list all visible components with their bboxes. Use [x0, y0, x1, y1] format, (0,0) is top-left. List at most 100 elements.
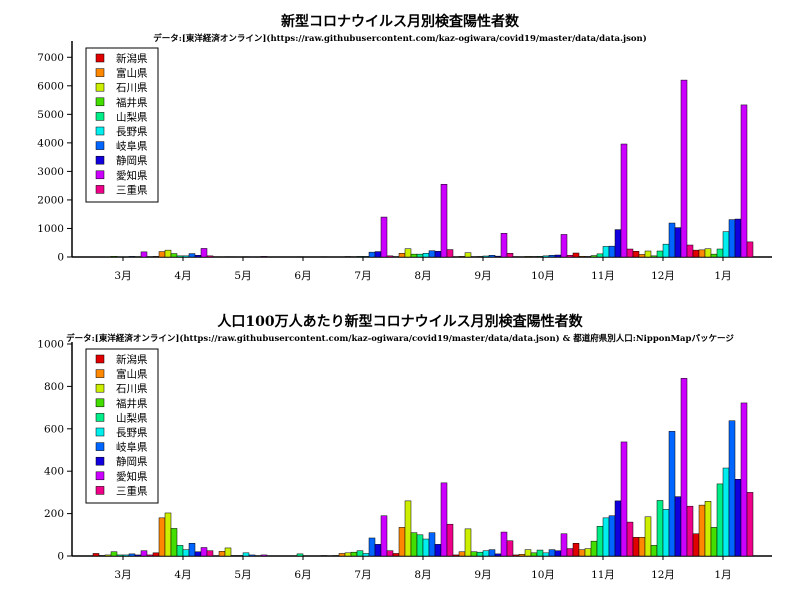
- bar-岐阜県-10月: [548, 255, 556, 258]
- bar-山梨県-4月: [176, 545, 184, 557]
- x-tick-label: 3月: [114, 270, 131, 282]
- y-tick-label: 800: [44, 381, 64, 393]
- y-tick-label: 5000: [37, 109, 64, 121]
- legend-label: 新潟県: [116, 52, 148, 65]
- bar-石川県-9月: [464, 252, 472, 258]
- bar-岐阜県-4月: [188, 253, 196, 258]
- bar-三重県-10月: [566, 548, 574, 557]
- bar-石川県-11月: [584, 548, 592, 557]
- bar-石川県-4月: [164, 249, 172, 258]
- legend-swatch: [95, 456, 105, 466]
- bar-石川県-10月: [524, 549, 532, 557]
- bar-静岡県-12月: [674, 227, 682, 258]
- bar-山梨県-1月: [716, 248, 724, 258]
- y-tick-label: 200: [44, 508, 64, 520]
- legend-label: 三重県: [116, 183, 148, 196]
- bar-長野県-9月: [482, 255, 490, 258]
- bar-静岡県-11月: [614, 229, 622, 258]
- bar-岐阜県-4月: [188, 543, 196, 557]
- bar-富山県-1月: [698, 504, 706, 557]
- bar-静岡県-8月: [434, 251, 442, 258]
- bar-長野県-7月: [362, 553, 370, 557]
- bar-山梨県-9月: [476, 551, 484, 557]
- x-tick-label: 1月: [714, 270, 731, 282]
- bar-静岡県-9月: [494, 553, 502, 557]
- bar-新潟県-9月: [452, 554, 460, 557]
- bar-石川県-1月: [704, 501, 712, 557]
- bar-愛知県-10月: [560, 234, 568, 258]
- bar-新潟県-10月: [512, 554, 520, 557]
- y-tick-label: 400: [44, 466, 64, 478]
- bar-静岡県-11月: [614, 500, 622, 557]
- bar-石川県-5月: [224, 547, 232, 557]
- legend-swatch: [95, 427, 105, 437]
- x-tick-label: 11月: [591, 270, 615, 282]
- x-tick-label: 5月: [234, 569, 251, 581]
- bar-福井県-4月: [170, 528, 178, 557]
- bar-愛知県-8月: [440, 482, 448, 557]
- x-tick-label: 6月: [294, 569, 311, 581]
- bar-三重県-12月: [686, 244, 694, 258]
- bar-新潟県-12月: [632, 537, 640, 557]
- bar-山梨県-3月: [116, 554, 124, 557]
- bar-静岡県-10月: [554, 550, 562, 557]
- bar-愛知県-9月: [500, 531, 508, 557]
- bar-山梨県-7月: [356, 256, 364, 258]
- bar-愛知県-11月: [620, 143, 628, 258]
- bar-愛知県-10月: [560, 533, 568, 557]
- bar-長野県-10月: [542, 255, 550, 258]
- legend-label: 静岡県: [116, 154, 148, 167]
- bar-三重県-4月: [206, 550, 214, 557]
- bar-愛知県-7月: [380, 216, 388, 258]
- legend-swatch: [95, 126, 105, 136]
- bar-富山県-12月: [638, 254, 646, 258]
- y-tick-label: 1000: [37, 339, 64, 351]
- bar-山梨県-8月: [416, 253, 424, 258]
- bar-三重県-11月: [626, 248, 634, 258]
- bar-岐阜県-10月: [548, 549, 556, 557]
- bar-長野県-10月: [542, 552, 550, 557]
- bar-富山県-4月: [158, 251, 166, 258]
- bar-愛知県-5月: [260, 554, 268, 557]
- x-tick-label: 7月: [354, 569, 371, 581]
- legend-swatch: [95, 97, 105, 107]
- x-tick-label: 3月: [114, 569, 131, 581]
- bar-静岡県-10月: [554, 254, 562, 258]
- bar-山梨県-10月: [536, 549, 544, 557]
- bar-長野県-1月: [722, 231, 730, 258]
- bar-山梨県-1月: [716, 483, 724, 557]
- bar-富山県-5月: [218, 551, 226, 557]
- bar-長野県-5月: [242, 552, 250, 557]
- bar-福井県-3月: [110, 256, 118, 258]
- bar-富山県-8月: [398, 253, 406, 258]
- chart-monthly-positive-svg: 0 1000 2000 3000 4000 5000 6000 7000 3月 4月 5月 6月 7月 8…: [37, 41, 772, 282]
- bar-岐阜県-1月: [728, 420, 736, 557]
- legend-swatch: [95, 471, 105, 481]
- bar-福井県-8月: [410, 532, 418, 557]
- chart-per-million-positive-svg: 0 200 400 600 800 1000 3月 4月 5月 6月 7月 8月 9月 10月 11月 12月…: [37, 339, 772, 581]
- bar-富山県-10月: [518, 554, 526, 557]
- bar-三重県-9月: [506, 540, 514, 557]
- y-tick-label: 6000: [37, 80, 64, 92]
- bar-福井県-1月: [710, 253, 718, 258]
- legend-swatch: [95, 354, 105, 364]
- bar-新潟県-3月: [92, 553, 100, 557]
- legend-label: 富山県: [116, 368, 148, 381]
- bar-福井県-3月: [110, 551, 118, 557]
- bar-山梨県-4月: [176, 255, 184, 258]
- chart-per-million-positive: 0 200 400 600 800 1000 3月 4月 5月 6月 7月 8月 9月 10月 11月 12月…: [0, 300, 800, 600]
- bar-静岡県-1月: [734, 479, 742, 557]
- bar-岐阜県-7月: [368, 251, 376, 258]
- bar-富山県-4月: [158, 517, 166, 557]
- bar-岐阜県-9月: [488, 549, 496, 557]
- bar-三重県-7月: [386, 550, 394, 557]
- bar-富山県-9月: [458, 256, 466, 258]
- bar-静岡県-8月: [434, 544, 442, 557]
- bar-静岡県-4月: [194, 551, 202, 557]
- bar-岐阜県-11月: [608, 245, 616, 258]
- bar-福井県-7月: [350, 551, 358, 557]
- bar-福井県-12月: [650, 255, 658, 258]
- chart-monthly-positive: 0 1000 2000 3000 4000 5000 6000 7000 3月 4月 5月 6月 7月 8…: [37, 14, 772, 282]
- bar-愛知県-3月: [140, 550, 148, 557]
- legend-label: 岐阜県: [116, 441, 148, 454]
